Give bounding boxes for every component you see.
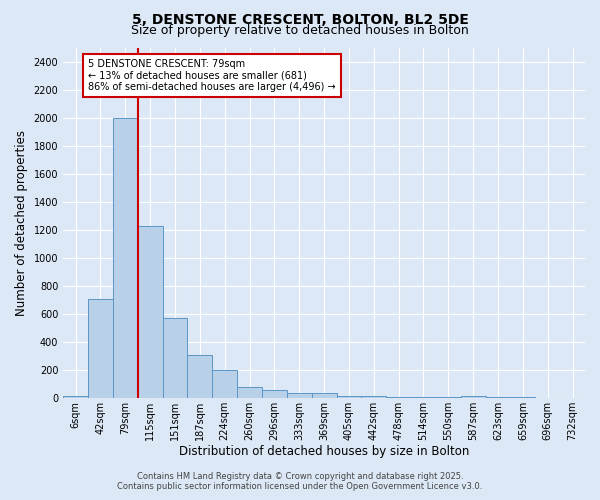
Text: 5 DENSTONE CRESCENT: 79sqm
← 13% of detached houses are smaller (681)
86% of sem: 5 DENSTONE CRESCENT: 79sqm ← 13% of deta…: [88, 58, 335, 92]
Bar: [88, 298, 113, 398]
Bar: [237, 387, 262, 398]
Y-axis label: Number of detached properties: Number of detached properties: [15, 130, 28, 316]
Bar: [311, 393, 337, 398]
Bar: [138, 226, 163, 398]
Bar: [386, 397, 411, 398]
Text: Contains HM Land Registry data © Crown copyright and database right 2025.
Contai: Contains HM Land Registry data © Crown c…: [118, 472, 482, 491]
X-axis label: Distribution of detached houses by size in Bolton: Distribution of detached houses by size …: [179, 444, 469, 458]
Bar: [63, 396, 88, 398]
Bar: [187, 354, 212, 398]
Bar: [337, 396, 361, 398]
Text: 5, DENSTONE CRESCENT, BOLTON, BL2 5DE: 5, DENSTONE CRESCENT, BOLTON, BL2 5DE: [131, 12, 469, 26]
Bar: [461, 396, 485, 398]
Bar: [361, 396, 386, 398]
Text: Size of property relative to detached houses in Bolton: Size of property relative to detached ho…: [131, 24, 469, 37]
Bar: [163, 318, 187, 398]
Bar: [262, 390, 287, 398]
Bar: [212, 370, 237, 398]
Bar: [113, 118, 138, 398]
Bar: [287, 393, 311, 398]
